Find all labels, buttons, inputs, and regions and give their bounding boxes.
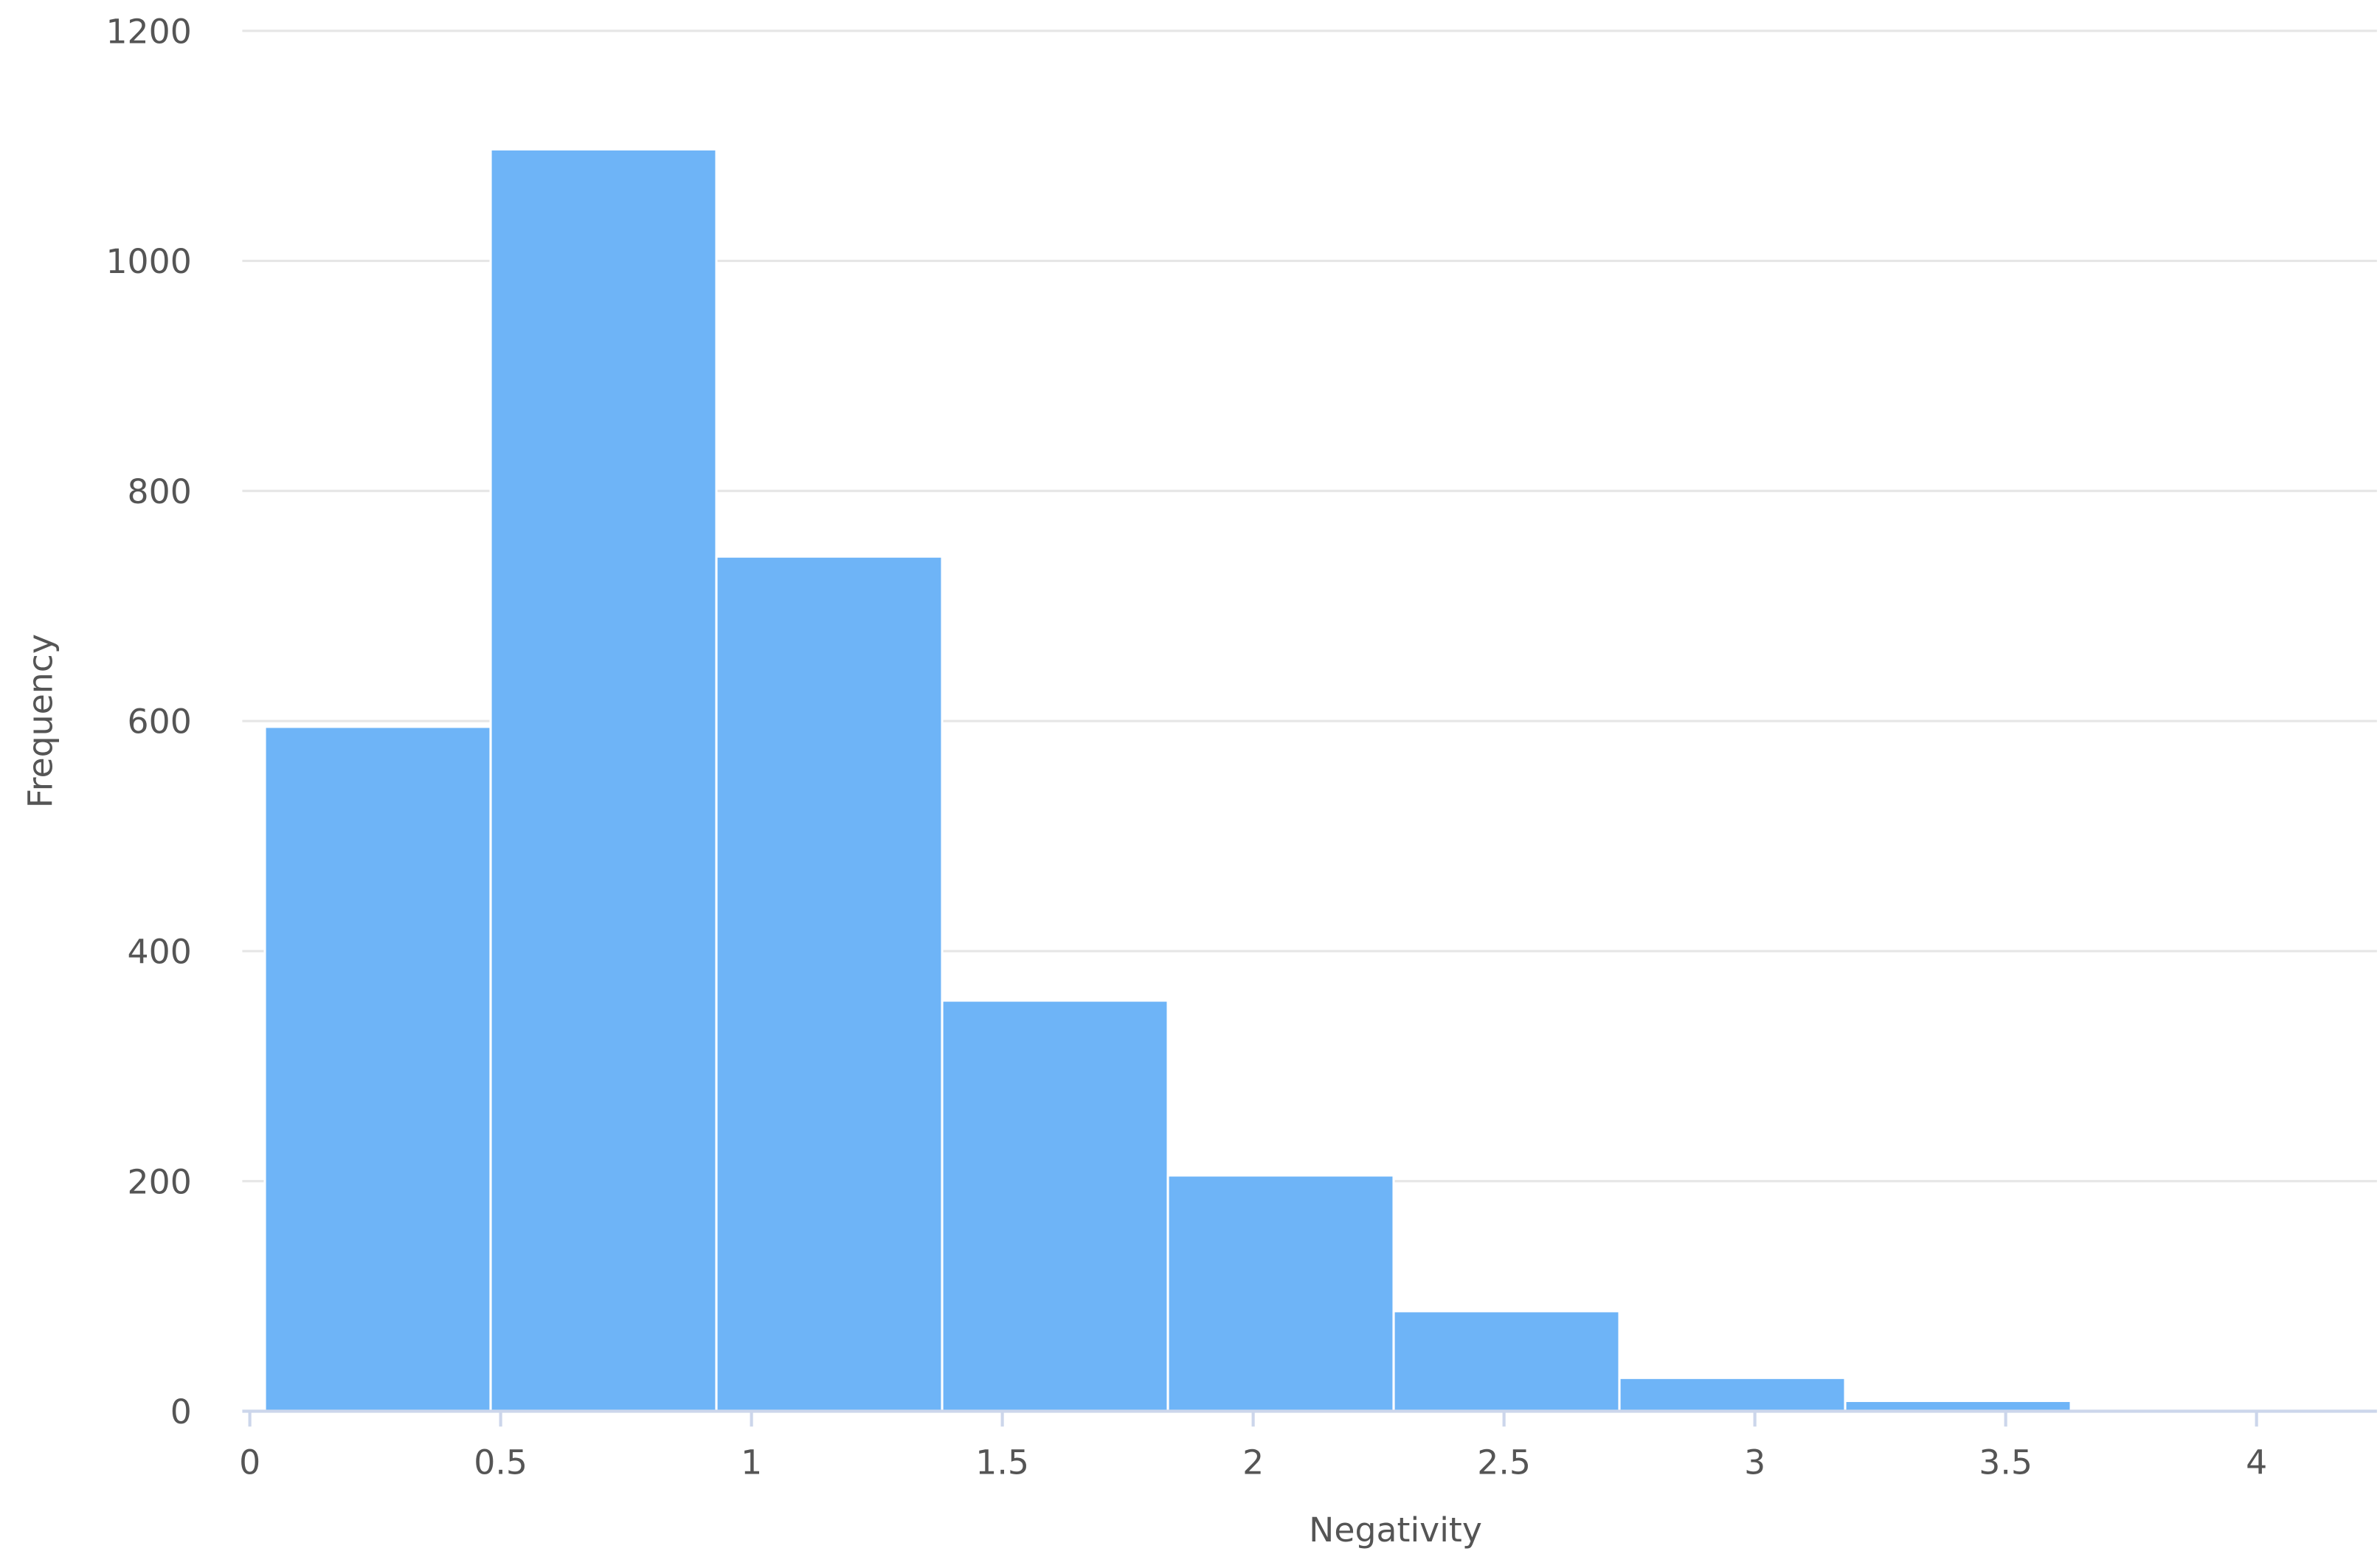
x-tick-label: 0.5 (474, 1443, 527, 1482)
x-tick-label: 4 (2246, 1443, 2267, 1482)
y-tick-label: 800 (128, 472, 192, 511)
bar (1166, 1174, 1395, 1413)
x-axis-label: Negativity (1309, 1510, 1482, 1550)
x-tick-label: 3 (1744, 1443, 1765, 1482)
x-tick-label: 2.5 (1477, 1443, 1531, 1482)
x-tick-label: 2 (1242, 1443, 1264, 1482)
y-tick-label: 0 (170, 1392, 192, 1432)
y-tick-label: 1000 (105, 242, 191, 281)
x-tick-label: 1.5 (975, 1443, 1029, 1482)
y-axis-label: Frequency (21, 634, 60, 808)
y-tick-label: 1200 (105, 12, 191, 51)
bar (941, 999, 1169, 1413)
x-tick-label: 1 (741, 1443, 762, 1482)
bar (263, 725, 492, 1413)
x-tick-label: 0 (239, 1443, 260, 1482)
bar (1844, 1399, 2072, 1413)
y-tick-label: 400 (128, 933, 192, 972)
y-tick-label: 600 (128, 702, 192, 742)
bar (715, 555, 944, 1413)
x-tick-label: 3.5 (1979, 1443, 2033, 1482)
y-tick-label: 200 (128, 1162, 192, 1201)
bar (489, 148, 718, 1413)
bar (1618, 1376, 1847, 1413)
bar (1392, 1310, 1621, 1413)
